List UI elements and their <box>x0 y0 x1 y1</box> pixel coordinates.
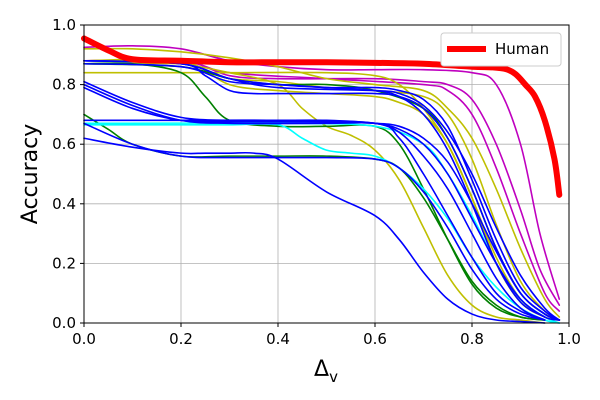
legend-box <box>440 32 562 67</box>
y-tick-label: 0.6 <box>52 135 76 153</box>
y-axis-title: Accuracy <box>18 124 43 224</box>
series-line-b6 <box>83 59 561 321</box>
series-line-b1 <box>83 137 546 324</box>
series-layer <box>81 35 563 324</box>
plot-frame <box>83 24 570 324</box>
x-tick-label: 0.6 <box>363 330 387 348</box>
series-line-b2 <box>83 122 546 321</box>
series-line-o4 <box>83 59 546 324</box>
y-tick-label: 1.0 <box>52 16 76 34</box>
legend: Human <box>440 32 562 67</box>
x-axis-title: Δv <box>314 357 338 386</box>
series-line-c1 <box>83 123 561 324</box>
x-tick-label: 1.0 <box>557 330 581 348</box>
x-tick-label: 0.0 <box>72 330 96 348</box>
x-tick-label: 0.8 <box>460 330 484 348</box>
tick-layer: 0.0 0.2 0.4 0.6 0.8 1.0 0.0 0.2 0.4 0.6 0.8 1.0 <box>52 16 581 348</box>
series-line-b8 <box>83 62 546 318</box>
y-tick-label: 0.0 <box>52 314 76 332</box>
legend-label-human: Human <box>495 40 549 58</box>
plot-background <box>84 25 569 323</box>
y-tick-label: 0.2 <box>52 254 76 272</box>
x-axis-title-subscript: v <box>329 368 338 386</box>
series-line-m1 <box>83 45 561 300</box>
series-line-b10 <box>83 119 546 321</box>
series-line-b3 <box>83 80 561 321</box>
series-line-b9 <box>83 59 561 321</box>
x-tick-label: 0.4 <box>266 330 290 348</box>
x-tick-label: 0.2 <box>169 330 193 348</box>
y-tick-label: 0.8 <box>52 76 76 94</box>
x-axis-title-main: Δ <box>314 357 329 382</box>
y-tick-label: 0.4 <box>52 195 76 213</box>
